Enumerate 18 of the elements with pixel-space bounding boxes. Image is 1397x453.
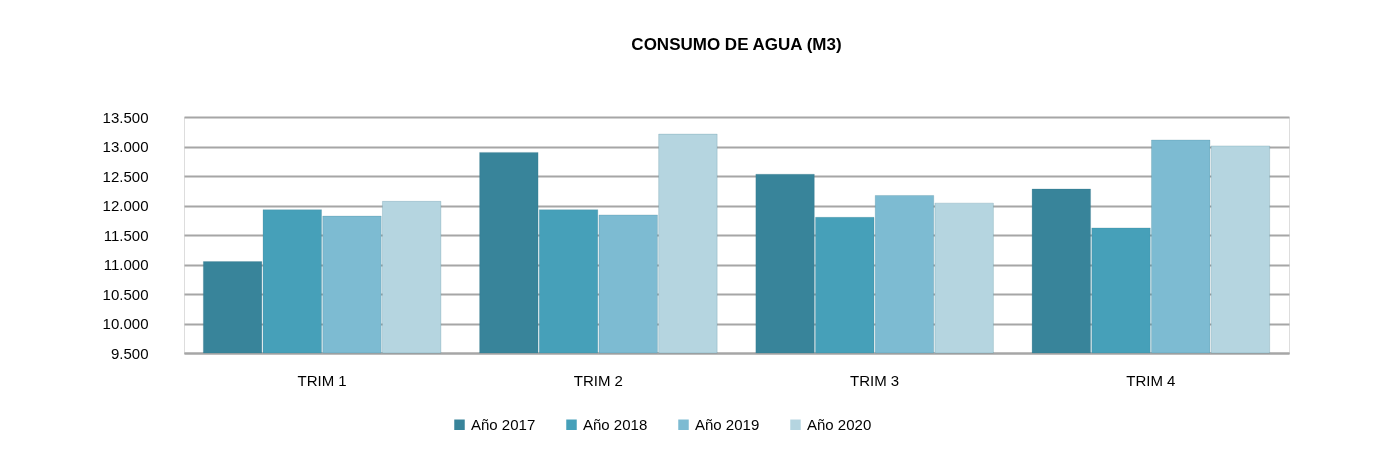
y-tick-label: 10.000 bbox=[102, 315, 149, 332]
legend-label: Año 2020 bbox=[807, 415, 872, 433]
y-tick-label: 13.500 bbox=[102, 108, 149, 126]
y-tick-label: 10.500 bbox=[102, 285, 149, 303]
y-tick-label: 12.000 bbox=[102, 197, 149, 214]
y-tick-label: 11.500 bbox=[103, 226, 149, 244]
legend-label: Año 2018 bbox=[583, 415, 648, 433]
x-tick-label: TRIM 4 bbox=[1126, 371, 1176, 389]
x-tick-label: TRIM 2 bbox=[573, 371, 623, 389]
legend-label: Año 2017 bbox=[471, 415, 536, 433]
legend-label: Año 2019 bbox=[695, 415, 760, 433]
y-tick-label: 13.000 bbox=[102, 138, 149, 155]
x-tick-label: TRIM 1 bbox=[297, 371, 347, 389]
chart-title: CONSUMO DE AGUA (M3) bbox=[631, 35, 842, 54]
x-tick-label: TRIM 3 bbox=[850, 371, 900, 389]
y-tick-label: 12.500 bbox=[102, 167, 149, 185]
y-tick-label: 9.500 bbox=[110, 344, 149, 362]
y-tick-label: 11.000 bbox=[103, 256, 149, 273]
